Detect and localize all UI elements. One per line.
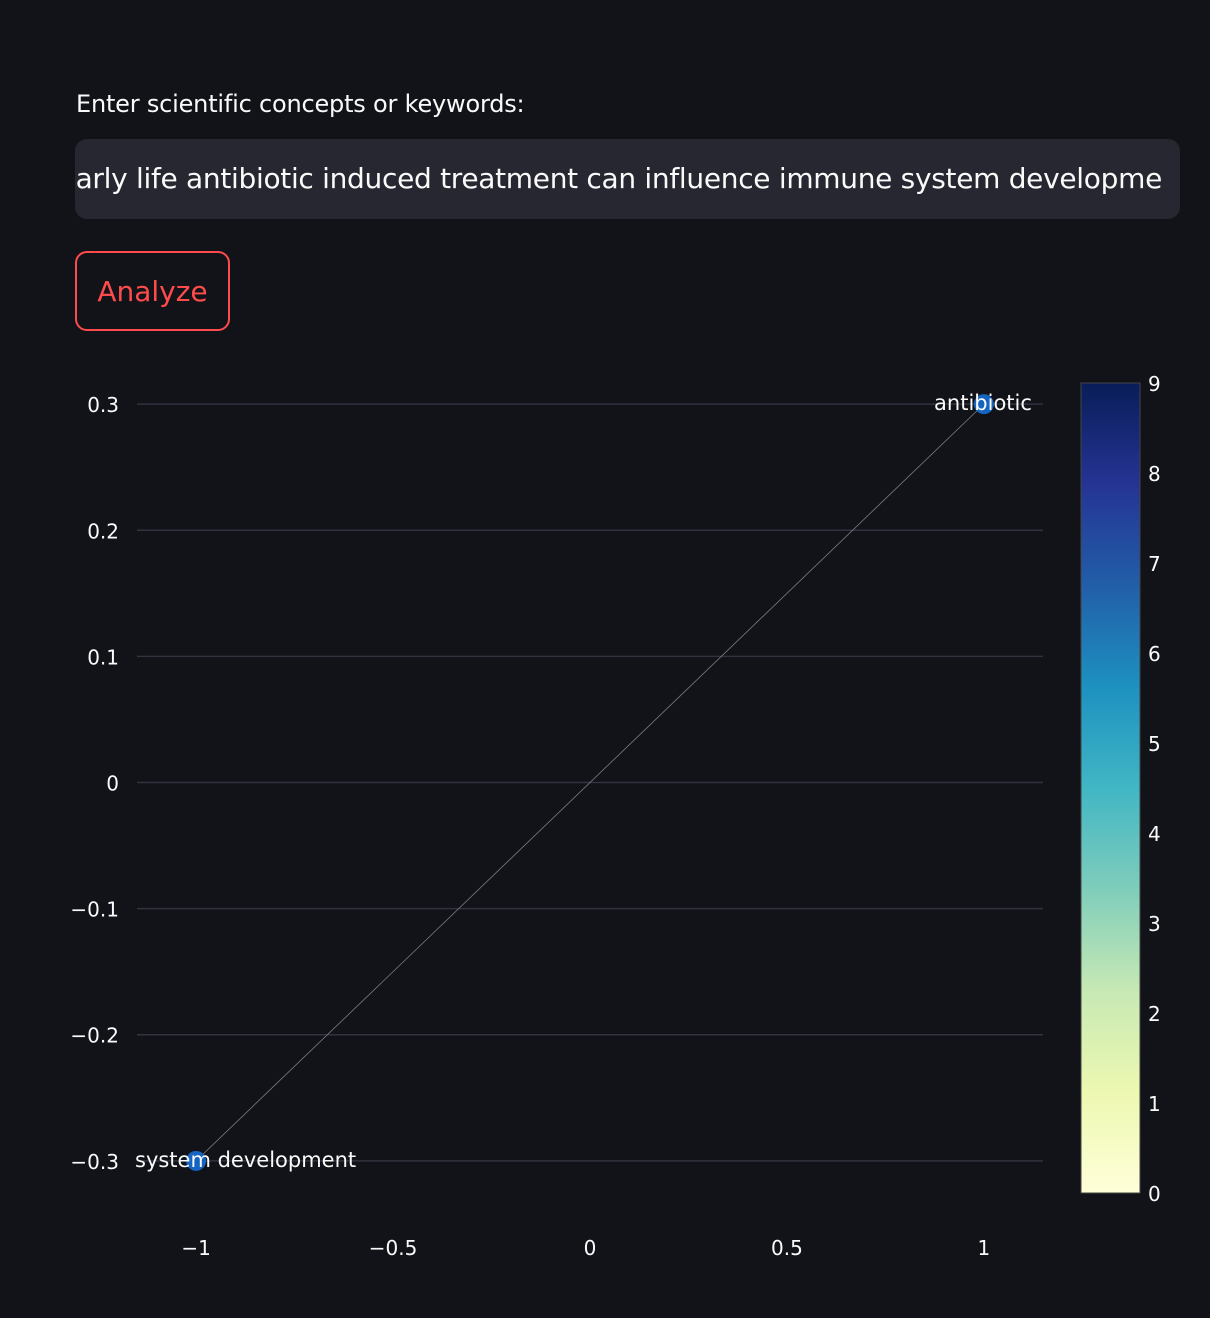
colorbar-tick-label: 2 bbox=[1148, 1002, 1161, 1026]
analyze-button[interactable]: Analyze bbox=[75, 251, 230, 331]
edge-line bbox=[195, 403, 985, 1162]
x-tick-labels: −1 −0.5 0 0.5 1 bbox=[181, 1236, 990, 1260]
point-label: system development bbox=[135, 1148, 356, 1172]
x-tick-label: 0 bbox=[584, 1236, 597, 1260]
colorbar-tick-label: 4 bbox=[1148, 822, 1161, 846]
y-tick-label: 0.2 bbox=[87, 519, 119, 543]
point-label: antibiotic bbox=[934, 391, 1032, 415]
y-tick-label: 0 bbox=[106, 772, 119, 796]
y-tick-label: 0.3 bbox=[87, 393, 119, 417]
edges bbox=[195, 403, 985, 1162]
x-tick-label: 0.5 bbox=[771, 1236, 803, 1260]
y-tick-label: 0.1 bbox=[87, 645, 119, 669]
colorbar-tick-label: 9 bbox=[1148, 372, 1161, 396]
colorbar: 0 1 2 3 4 5 6 7 8 9 bbox=[1080, 372, 1161, 1206]
colorbar-tick-label: 3 bbox=[1148, 912, 1161, 936]
points bbox=[186, 394, 994, 1171]
x-tick-label: −1 bbox=[181, 1236, 210, 1260]
x-tick-label: −0.5 bbox=[369, 1236, 418, 1260]
colorbar-tick-label: 5 bbox=[1148, 732, 1161, 756]
scatter-point[interactable] bbox=[973, 394, 994, 415]
y-tick-labels: 0.3 0.2 0.1 0 −0.1 −0.2 −0.3 bbox=[70, 393, 119, 1174]
y-tick-label: −0.3 bbox=[70, 1150, 119, 1174]
colorbar-gradient bbox=[1080, 382, 1141, 1194]
colorbar-tick-label: 7 bbox=[1148, 552, 1161, 576]
colorbar-tick-label: 6 bbox=[1148, 642, 1161, 666]
keywords-label: Enter scientific concepts or keywords: bbox=[76, 90, 525, 118]
y-tick-label: −0.2 bbox=[70, 1024, 119, 1048]
colorbar-tick-label: 8 bbox=[1148, 462, 1161, 486]
point-labels: antibiotic system development bbox=[135, 391, 1032, 1172]
scatter-point[interactable] bbox=[186, 1150, 207, 1171]
grid-lines bbox=[137, 403, 1043, 1162]
colorbar-tick-label: 0 bbox=[1148, 1182, 1161, 1206]
keywords-input[interactable]: : early life antibiotic induced treatmen… bbox=[75, 139, 1180, 219]
x-tick-label: 1 bbox=[978, 1236, 991, 1260]
colorbar-tick-label: 1 bbox=[1148, 1092, 1161, 1116]
y-tick-label: −0.1 bbox=[70, 898, 119, 922]
keywords-input-value: : early life antibiotic induced treatmen… bbox=[75, 162, 1162, 195]
